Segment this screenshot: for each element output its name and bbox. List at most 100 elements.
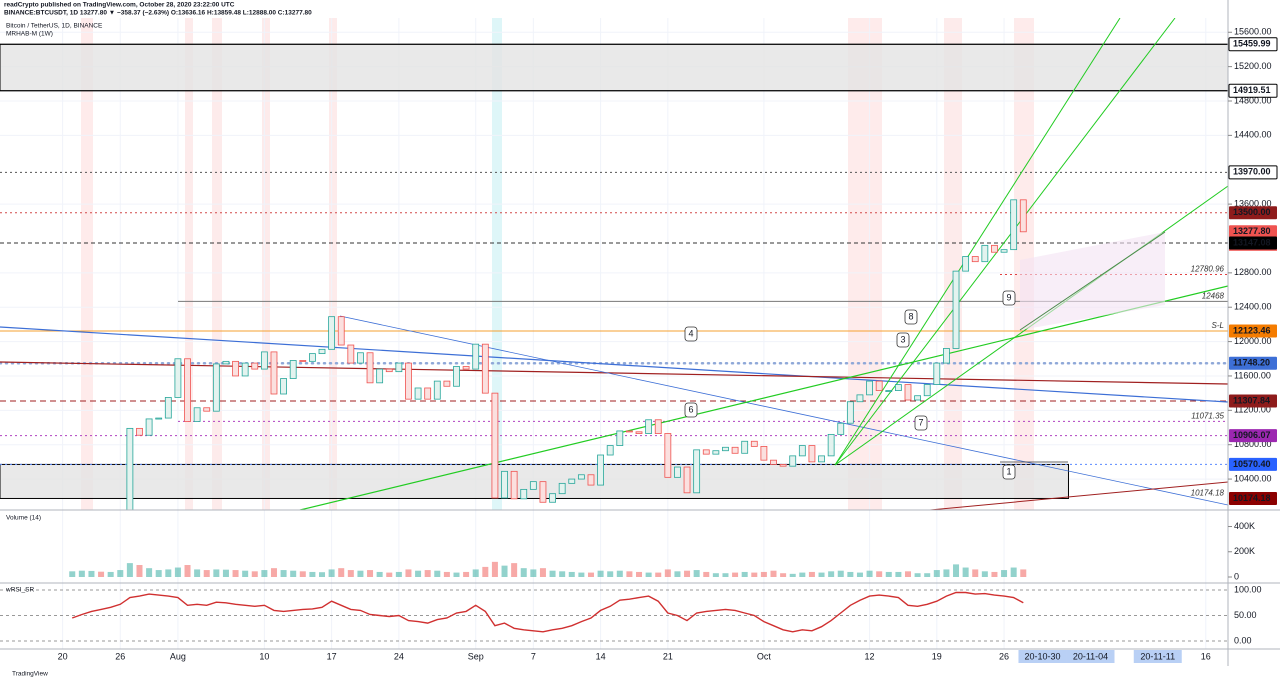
volume-bar (405, 569, 412, 577)
volume-bar (597, 570, 604, 577)
price-badge (1229, 457, 1277, 471)
candle (933, 362, 941, 385)
callout: 9 (1006, 292, 1011, 302)
y-tick-label: 11600.00 (1234, 370, 1271, 380)
volume-bar (578, 572, 585, 577)
candle (606, 445, 614, 456)
volume-bar (655, 572, 662, 577)
candle (337, 316, 345, 346)
y-tick-label: 15600.00 (1234, 27, 1272, 37)
volume-bar (174, 567, 181, 577)
volume-bar (1020, 569, 1027, 577)
x-tick-label: 24 (394, 651, 404, 661)
x-tick-label: Sep (468, 651, 484, 661)
volume-title: Volume (14) (6, 515, 41, 522)
candle (626, 430, 633, 433)
price-badge-label: 10570.40 (1233, 459, 1271, 469)
candle (750, 440, 758, 447)
candle (184, 358, 191, 422)
volume-bar (914, 573, 921, 577)
zone (0, 43, 1229, 92)
candle (280, 378, 287, 395)
candle (914, 395, 921, 401)
price-badge (1229, 206, 1277, 220)
date-badge-label: 20-11-04 (1073, 651, 1108, 661)
candle (664, 433, 672, 478)
date-badge (1066, 650, 1115, 663)
highlight-bands (81, 18, 1034, 510)
volume-bar (636, 571, 643, 577)
candle (856, 394, 864, 403)
volume-bar (472, 569, 479, 577)
rsi-tick-label: 50.00 (1234, 610, 1257, 620)
x-tick-label: 16 (1201, 651, 1211, 661)
candle (846, 401, 854, 424)
price-badge (1228, 165, 1278, 180)
candle (385, 368, 393, 373)
candle (309, 353, 316, 362)
volume-bar (981, 571, 988, 577)
candle (741, 440, 749, 454)
rsi-title: wRSI_SR (5, 587, 34, 594)
volume-bar (789, 573, 796, 577)
candle (260, 351, 268, 370)
x-tick-label: 21 (663, 651, 673, 661)
volume-bar (684, 570, 691, 577)
price-badge (1229, 225, 1277, 239)
volume-bar (799, 572, 806, 577)
volume-bar (117, 570, 124, 577)
published: readCrypto published on TradingView.com,… (4, 2, 235, 9)
callout: 8 (908, 311, 913, 321)
y-tick-label: 10800.00 (1234, 439, 1272, 449)
candle (549, 493, 556, 503)
volume-bar (953, 564, 960, 577)
candle (798, 445, 806, 457)
callout: 7 (918, 417, 923, 427)
volume-bar (299, 571, 306, 577)
candle (414, 387, 422, 400)
volume-bar (741, 571, 748, 577)
y-tick-label: 12000.00 (1234, 336, 1272, 346)
volume-bar (251, 571, 258, 577)
price-badge (1229, 356, 1277, 370)
volume-bar (818, 572, 825, 577)
candle (520, 488, 528, 500)
candle (645, 419, 653, 434)
candle (299, 360, 307, 362)
volume-bar (962, 567, 969, 577)
callout: 3 (900, 334, 905, 344)
volume-bar (222, 569, 229, 577)
volume-bar (924, 573, 931, 577)
volume-bar (972, 569, 979, 577)
volume-bar (674, 571, 681, 577)
candle (318, 348, 326, 355)
rsi-line (71, 591, 1024, 633)
volume-bar (136, 565, 143, 577)
volume-bar (991, 571, 998, 577)
candle (155, 417, 163, 420)
price-badge (1228, 83, 1278, 98)
symbol-line: BINANCE:BTCUSDT, 1D 13277.80 ▼ −358.37 (… (4, 10, 312, 17)
candle (481, 343, 489, 394)
volume-bar (847, 571, 854, 577)
y-tick-label: 10400.00 (1234, 473, 1272, 483)
x-tick-label: Aug (170, 651, 186, 661)
price-badge-label: 13147.08 (1233, 237, 1271, 247)
candle (693, 449, 701, 494)
candle (1019, 199, 1027, 233)
volume-bar (866, 570, 873, 577)
x-tick-label: 17 (327, 651, 337, 661)
volume-bar (319, 572, 326, 577)
volume-bar (808, 571, 815, 577)
volume-bar (549, 570, 556, 577)
x-tick-label: 14 (596, 651, 606, 661)
candle (587, 474, 595, 486)
volume-bar (895, 571, 902, 577)
volume-bar (780, 573, 787, 577)
volume-bar (703, 571, 710, 577)
x-tick-label: 26 (115, 651, 125, 661)
volume-bar (453, 572, 460, 577)
volume-bar (751, 572, 758, 577)
callout-box (914, 415, 928, 431)
